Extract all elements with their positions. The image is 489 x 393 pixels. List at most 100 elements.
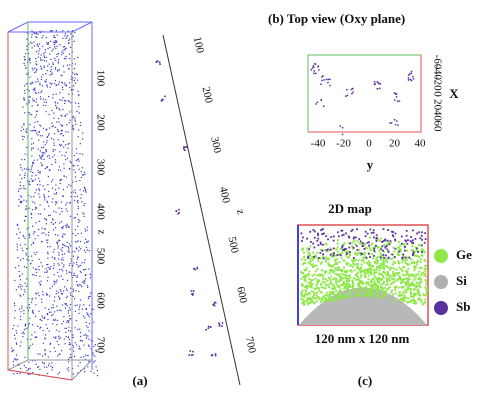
atom — [53, 263, 54, 264]
atom — [51, 126, 52, 127]
atom — [65, 131, 66, 132]
atom — [46, 367, 47, 368]
ge-atom — [405, 274, 407, 276]
atom — [29, 208, 30, 209]
atom — [65, 332, 66, 333]
atom — [46, 84, 47, 85]
atom — [25, 291, 26, 292]
ge-atom — [394, 289, 396, 291]
atom — [41, 232, 42, 233]
ge-atom — [413, 269, 415, 271]
atom — [69, 307, 70, 308]
ge-atom — [336, 263, 338, 265]
top-atom — [394, 99, 396, 101]
atom — [70, 288, 71, 289]
atom — [39, 184, 40, 185]
atom — [78, 348, 79, 349]
atom — [24, 112, 25, 113]
atom — [32, 105, 33, 106]
cluster-atom — [183, 148, 185, 150]
atom — [85, 355, 86, 356]
atom — [47, 136, 48, 137]
ge-atom — [365, 276, 367, 278]
atom — [19, 308, 20, 309]
atom — [55, 42, 56, 43]
atom — [23, 294, 24, 295]
atom — [21, 311, 22, 312]
atom — [87, 366, 88, 367]
atom — [32, 324, 33, 325]
atom — [67, 305, 68, 306]
top-atom — [379, 88, 381, 90]
atom — [48, 309, 49, 310]
atom — [64, 35, 65, 36]
ge-atom — [420, 281, 422, 283]
top-atom — [313, 66, 315, 68]
sb-atom — [362, 242, 364, 244]
atom — [77, 196, 78, 197]
atom — [18, 189, 19, 190]
atom — [29, 181, 30, 182]
ge-atom — [398, 247, 400, 249]
atom — [53, 337, 54, 338]
ge-atom — [337, 285, 339, 287]
atom — [46, 102, 47, 103]
ge-atom — [375, 268, 377, 270]
atom — [44, 272, 45, 273]
atom — [90, 292, 91, 293]
atom — [39, 173, 40, 174]
ge-atom — [337, 274, 339, 276]
atom — [66, 202, 67, 203]
sb-atom — [341, 230, 343, 232]
atom — [77, 201, 78, 202]
ge-atom — [404, 294, 406, 296]
ge-atom — [333, 299, 335, 301]
atom — [50, 215, 51, 216]
atom — [32, 209, 33, 210]
atom — [62, 87, 63, 88]
atom — [84, 281, 85, 282]
ge-atom — [337, 281, 339, 283]
top-atom — [346, 89, 348, 91]
cluster-atom — [191, 290, 193, 292]
sb-atom — [330, 236, 332, 238]
top-atom — [313, 73, 315, 75]
x-tick-label: -40 — [311, 138, 326, 150]
ge-atom — [344, 296, 346, 298]
sb-atom — [349, 243, 351, 245]
sb-atom — [387, 229, 389, 231]
atom — [66, 336, 67, 337]
atom — [25, 324, 26, 325]
atom — [73, 346, 74, 347]
atom — [56, 107, 57, 108]
atom — [35, 71, 36, 72]
atom — [67, 280, 68, 281]
atom — [35, 175, 36, 176]
atom — [84, 262, 85, 263]
cluster-atom — [159, 62, 161, 64]
atom — [29, 348, 30, 349]
atom — [70, 354, 71, 355]
atom — [67, 132, 68, 133]
ge-atom — [332, 285, 334, 287]
atom — [52, 97, 53, 98]
ge-atom — [310, 264, 312, 266]
atom — [43, 152, 44, 153]
ge-atom — [415, 302, 417, 304]
cluster-atom — [193, 290, 195, 292]
atom — [65, 144, 66, 145]
atom — [54, 46, 55, 47]
atom — [75, 63, 76, 64]
atom — [35, 130, 36, 131]
atom — [74, 298, 75, 299]
ge-atom — [425, 293, 427, 295]
atom — [38, 46, 39, 47]
atom — [73, 337, 74, 338]
ge-atom — [338, 291, 340, 293]
atom — [47, 258, 48, 259]
ge-atom — [352, 285, 354, 287]
atom — [50, 87, 51, 88]
ge-atom — [380, 252, 382, 254]
sb-atom — [308, 248, 310, 250]
atom — [86, 337, 87, 338]
